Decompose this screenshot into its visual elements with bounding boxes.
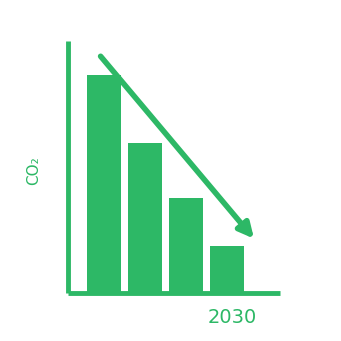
Text: CO₂: CO₂ (27, 156, 42, 185)
Bar (87, 75, 121, 293)
Bar (169, 198, 203, 293)
Text: 2030: 2030 (207, 308, 256, 327)
Bar (128, 143, 162, 293)
Bar (210, 246, 244, 293)
